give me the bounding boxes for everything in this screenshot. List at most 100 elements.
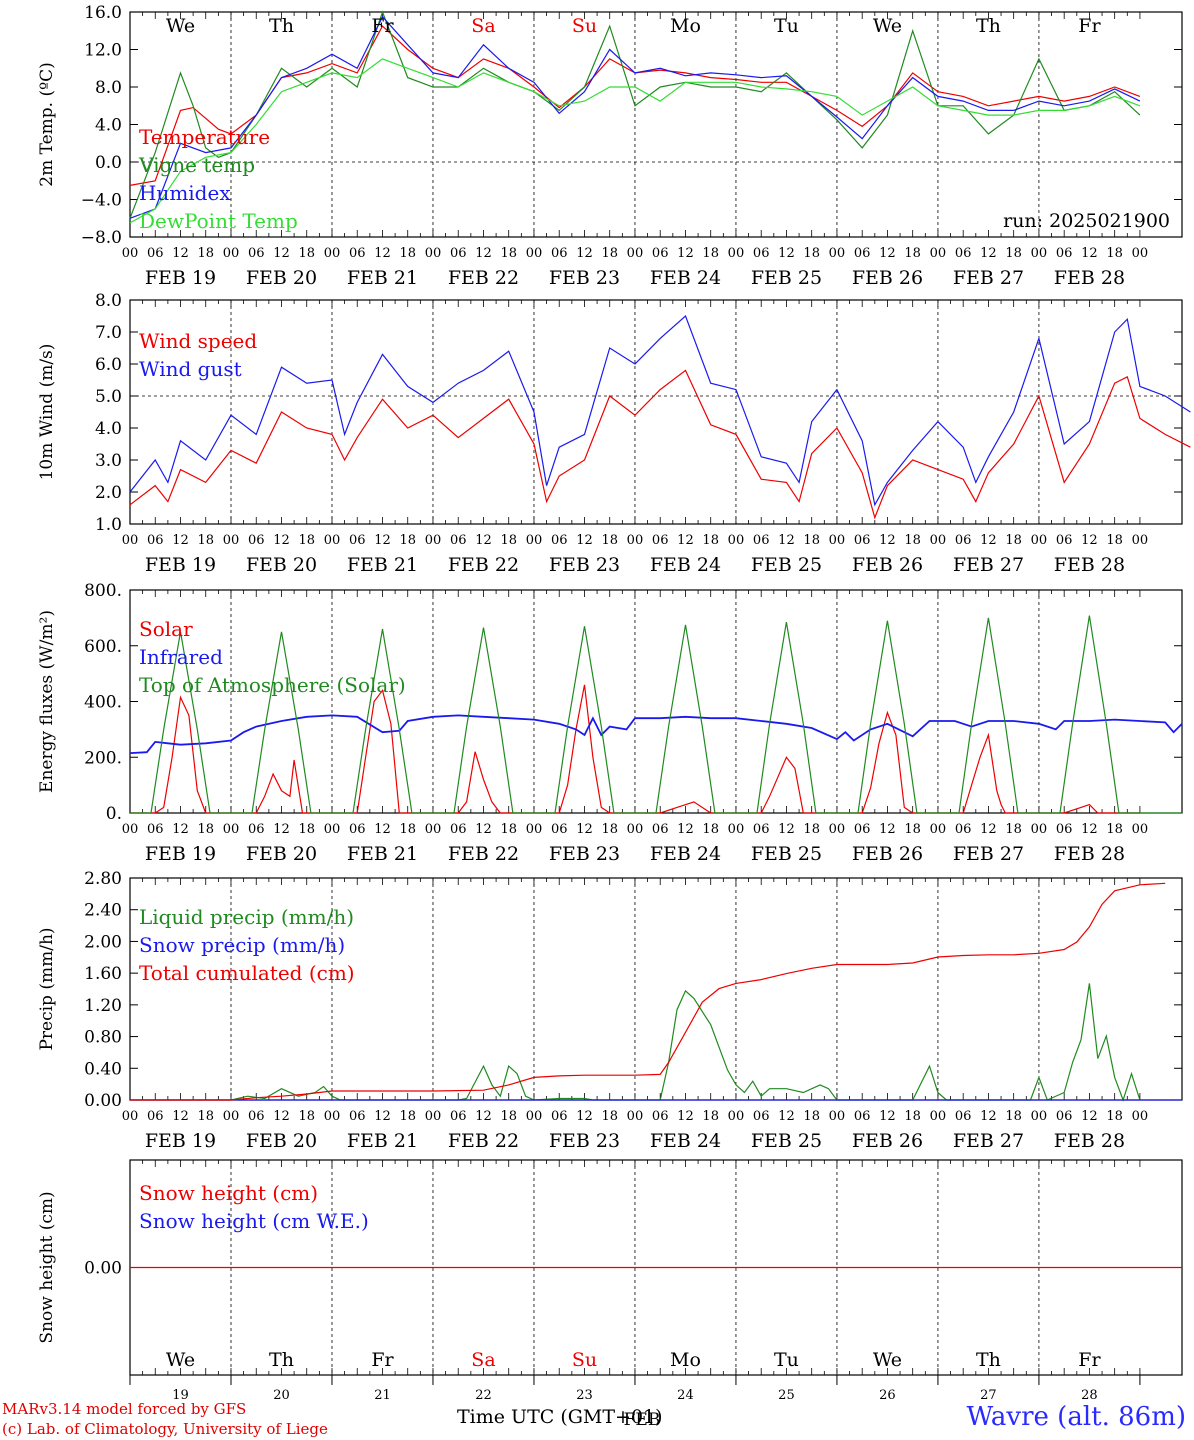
hour-label: 06: [1056, 822, 1073, 837]
hour-label: 12: [980, 1109, 997, 1124]
y-axis-label: Precip (mm/h): [37, 927, 57, 1050]
hour-label: 06: [450, 246, 467, 261]
hour-label: 18: [1005, 246, 1022, 261]
weekday-label: Tu: [774, 15, 799, 37]
hour-label: 12: [172, 822, 189, 837]
legend-entry: Temperature: [139, 125, 270, 149]
model-credit: MARv3.14 model forced by GFS: [2, 1400, 247, 1418]
date-label: FEB 23: [549, 843, 620, 865]
hour-label: 00: [728, 246, 745, 261]
y-axis-label: 10m Wind (m/s): [37, 344, 57, 481]
hour-label: 06: [854, 1109, 871, 1124]
hour-label: 12: [980, 246, 997, 261]
day-number-label: 28: [1081, 1388, 1098, 1403]
date-label: FEB 23: [549, 554, 620, 576]
hour-label: 06: [450, 533, 467, 548]
weekday-label: We: [166, 15, 195, 37]
legend-entry: DewPoint Temp: [139, 209, 298, 233]
hour-label: 06: [450, 822, 467, 837]
date-label: FEB 25: [751, 554, 822, 576]
y-tick-label: 0.00: [84, 1259, 122, 1279]
hour-label: 12: [778, 1109, 795, 1124]
run-label: run: 2025021900: [1003, 210, 1170, 232]
y-tick-label: 1.0: [95, 515, 122, 535]
series-line: [129, 714, 1183, 754]
hour-label: 12: [879, 533, 896, 548]
hour-label: 18: [803, 533, 820, 548]
hour-label: 00: [1031, 1109, 1048, 1124]
hour-label: 06: [349, 533, 366, 548]
y-tick-label: 12.0: [84, 41, 122, 61]
date-label: FEB 24: [650, 1130, 721, 1152]
hour-label: 06: [147, 533, 164, 548]
hour-label: 12: [980, 822, 997, 837]
hour-label: 12: [576, 246, 593, 261]
date-label: FEB 19: [145, 1130, 216, 1152]
weekday-label: Fr: [1078, 1349, 1101, 1371]
date-label: FEB 28: [1054, 1130, 1125, 1152]
hour-label: 00: [324, 1109, 341, 1124]
hour-label: 12: [374, 822, 391, 837]
hour-label: 12: [879, 1109, 896, 1124]
weekday-label: Fr: [371, 15, 394, 37]
weekday-label: Sa: [471, 1349, 495, 1371]
hour-label: 00: [627, 246, 644, 261]
date-label: FEB 27: [953, 843, 1024, 865]
hour-label: 00: [829, 822, 846, 837]
hour-label: 06: [854, 822, 871, 837]
hour-label: 18: [601, 533, 618, 548]
hour-label: 00: [122, 246, 139, 261]
y-tick-label: 800.: [84, 581, 122, 601]
hour-label: 00: [324, 246, 341, 261]
day-number-label: 19: [172, 1388, 189, 1403]
y-tick-label: 0.00: [84, 1091, 122, 1111]
date-label: FEB 27: [953, 267, 1024, 289]
date-label: FEB 24: [650, 554, 721, 576]
date-label: FEB 21: [347, 554, 418, 576]
y-tick-label: 0.: [106, 804, 122, 824]
hour-label: 18: [1106, 1109, 1123, 1124]
hour-label: 12: [273, 533, 290, 548]
hour-label: 00: [324, 822, 341, 837]
y-tick-label: 4.0: [95, 116, 122, 136]
hour-label: 12: [677, 822, 694, 837]
series-line: [129, 15, 1141, 219]
hour-label: 12: [1081, 822, 1098, 837]
y-tick-label: 4.0: [95, 419, 122, 439]
hour-label: 00: [425, 246, 442, 261]
hour-label: 18: [500, 1109, 517, 1124]
hour-label: 18: [500, 533, 517, 548]
date-label: FEB 26: [852, 267, 923, 289]
y-tick-label: 8.0: [95, 291, 122, 311]
hour-label: 18: [702, 246, 719, 261]
weekday-label: Fr: [371, 1349, 394, 1371]
date-label: FEB 19: [145, 554, 216, 576]
y-tick-label: 1.60: [84, 964, 122, 984]
hour-label: 06: [652, 246, 669, 261]
legend-entry: Solar: [139, 617, 193, 641]
hour-label: 12: [576, 822, 593, 837]
legend-entry: Liquid precip (mm/h): [139, 905, 354, 929]
legend-entry: Infrared: [139, 645, 223, 669]
date-label: FEB 19: [145, 267, 216, 289]
hour-label: 00: [1132, 1109, 1149, 1124]
y-tick-label: 7.0: [95, 323, 122, 343]
day-number-label: 22: [475, 1388, 492, 1403]
legend-entry: Snow height (cm): [139, 1181, 318, 1205]
hour-label: 12: [374, 533, 391, 548]
legend-entry: Wind speed: [139, 329, 257, 353]
hour-label: 00: [1132, 822, 1149, 837]
weekday-label: We: [873, 1349, 902, 1371]
y-tick-label: 0.80: [84, 1028, 122, 1048]
panel-frame: [129, 299, 1183, 525]
hour-label: 00: [728, 822, 745, 837]
hour-label: 00: [829, 533, 846, 548]
hour-label: 00: [425, 822, 442, 837]
y-axis-label: Snow height (cm): [37, 1191, 57, 1343]
date-label: FEB 22: [448, 554, 519, 576]
hour-label: 06: [551, 1109, 568, 1124]
hour-label: 00: [526, 246, 543, 261]
weekday-label: Th: [976, 1349, 1001, 1371]
legend-entry: Total cumulated (cm): [139, 961, 355, 985]
